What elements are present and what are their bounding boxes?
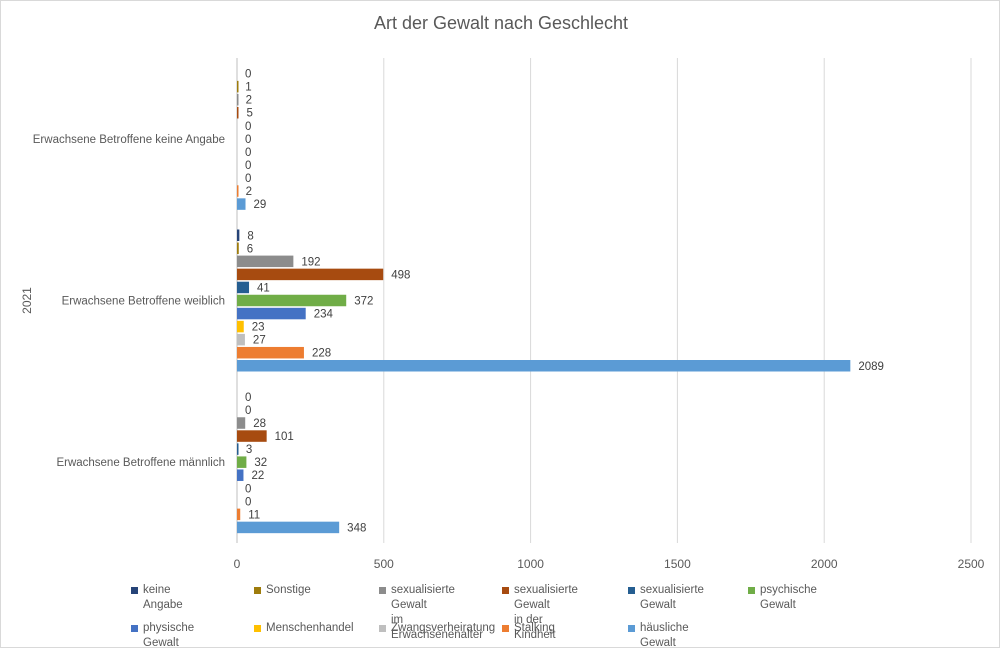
data-label: 2089	[858, 361, 884, 373]
bar	[237, 469, 244, 481]
data-label: 23	[252, 322, 265, 334]
year-label: 2021	[20, 287, 34, 314]
legend-label: sexualisierte Gewalt im Erwachsenenalter	[391, 584, 484, 641]
legend-swatch	[379, 625, 386, 632]
x-tick-label: 1000	[517, 557, 544, 571]
data-label: 2	[246, 186, 252, 198]
bar	[237, 430, 267, 442]
bar	[237, 443, 239, 455]
chart-title: Art der Gewalt nach Geschlecht	[373, 13, 629, 33]
legend-swatch	[379, 587, 386, 594]
legend-swatch	[502, 625, 509, 632]
x-tick-label: 1500	[664, 557, 691, 571]
legend-label: Sonstige	[266, 584, 311, 596]
data-label: 228	[312, 348, 331, 360]
legend-swatch	[748, 587, 755, 594]
legend-swatch	[254, 587, 261, 594]
data-label: 372	[354, 296, 373, 308]
data-label: 32	[254, 457, 267, 469]
data-label: 22	[251, 470, 264, 482]
data-label: 498	[391, 269, 410, 281]
bar	[237, 333, 245, 346]
legend-swatch	[254, 625, 261, 632]
legend-label: keine Angabe	[143, 584, 183, 611]
data-label: 11	[248, 509, 260, 521]
data-label: 348	[347, 522, 366, 534]
data-label: 27	[253, 335, 266, 347]
data-label: 6	[247, 243, 253, 255]
data-label: 3	[246, 444, 252, 456]
legend-swatch	[628, 625, 635, 632]
bar	[237, 294, 347, 307]
data-label: 0	[245, 147, 251, 159]
bar	[237, 93, 239, 106]
bar	[237, 281, 250, 294]
bar	[237, 508, 241, 521]
data-label: 8	[247, 230, 253, 242]
legend-swatch	[628, 587, 635, 594]
legend-swatch	[131, 587, 138, 594]
data-label: 1	[245, 82, 251, 94]
x-tick-label: 2000	[811, 557, 838, 571]
bar	[237, 320, 244, 333]
data-label: 0	[245, 405, 251, 417]
legend-label: sexualisierte Gewalt in der Kindheit	[514, 584, 578, 641]
x-tick-label: 2500	[958, 557, 985, 571]
bar	[237, 229, 240, 241]
data-label: 0	[245, 392, 251, 404]
bar	[237, 456, 247, 468]
bar	[237, 417, 246, 429]
data-label: 0	[245, 69, 251, 81]
legend-swatch	[502, 587, 509, 594]
legend-label: Zwangsverheiratung	[391, 622, 496, 634]
data-label: 0	[245, 496, 251, 508]
legend-label: Stalking	[514, 622, 555, 634]
legend-label: häusliche Gewalt	[640, 622, 689, 649]
data-label: 0	[245, 121, 251, 133]
bar	[237, 268, 384, 281]
legend-label: sexualisierte Gewalt	[640, 584, 704, 611]
category-label: Erwachsene Betroffene männlich	[56, 457, 225, 469]
data-label: 0	[245, 160, 251, 172]
legend-label: Menschenhandel	[266, 622, 354, 634]
data-label: 29	[254, 199, 267, 211]
bar	[237, 106, 239, 119]
data-label: 0	[245, 134, 251, 146]
bar	[237, 80, 239, 93]
legend-label: physische Gewalt	[143, 622, 195, 649]
bar	[237, 521, 340, 534]
data-label: 192	[301, 256, 320, 268]
data-label: 0	[245, 173, 251, 185]
bar	[237, 242, 239, 255]
data-label: 2	[246, 95, 252, 107]
legend-label: psychische Gewalt	[760, 584, 817, 611]
bar	[237, 198, 246, 210]
bar	[237, 360, 851, 372]
data-label: 41	[257, 282, 270, 294]
category-label: Erwachsene Betroffene keine Angabe	[33, 134, 225, 146]
x-tick-label: 0	[234, 557, 241, 571]
data-label: 5	[246, 108, 252, 120]
bar	[237, 307, 306, 320]
x-tick-label: 500	[374, 557, 394, 571]
data-label: 101	[275, 431, 294, 443]
data-label: 28	[253, 418, 266, 430]
category-label: Erwachsene Betroffene weiblich	[62, 296, 225, 308]
bar	[237, 255, 294, 268]
bar	[237, 346, 304, 359]
legend-swatch	[131, 625, 138, 632]
data-label: 0	[245, 483, 251, 495]
data-label: 234	[314, 309, 334, 321]
bar	[237, 185, 239, 197]
